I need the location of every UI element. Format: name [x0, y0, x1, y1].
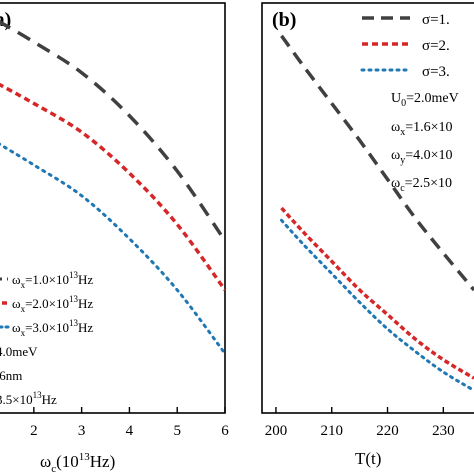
panel-b-legend: σ=1. σ=2. σ=3. [360, 12, 450, 80]
panel-b-x-label: T(t) [355, 449, 381, 468]
panel-a-frame [0, 2, 226, 414]
panel-a-label: (a) [0, 9, 11, 31]
panel-a-series-line-1 [0, 20, 227, 242]
legend-a-label-3: ωx=3.0×1013Hz [12, 318, 93, 338]
panel-a-x-tick-label-2: 3 [78, 423, 86, 439]
annotation-a-2: .6nm [0, 368, 22, 383]
panel-a-series-line-2 [0, 82, 227, 292]
panel-b-series-line-1 [280, 34, 474, 292]
panel-b-series [280, 34, 474, 392]
legend-b-label-2: σ=2. [422, 38, 450, 54]
panel-b-x-tick-label-1: 200 [265, 423, 288, 439]
panel-b-x-tick-label-3: 220 [376, 423, 399, 439]
panel-a: (a) 2 3 4 5 6 ωx=1.0×1013Hz ωx=2.0×1013Hz ωx… [0, 2, 229, 474]
panel-b-series-line-2 [280, 206, 474, 380]
legend-a-label-1: ωx=1.0×1013Hz [12, 270, 93, 290]
legend-b-entry-3: σ=3. [360, 64, 450, 80]
annotation-a-1: 4.0meV [0, 344, 38, 359]
panel-a-series [0, 20, 227, 356]
panel-b-x-ticks: 200 210 220 230 [265, 407, 455, 439]
legend-a-entry-2: ωx=2.0×1013Hz [0, 294, 93, 314]
legend-b-entry-1: σ=1. [362, 12, 450, 28]
panel-b-frame [261, 2, 474, 414]
panel-a-x-tick-label-1: 2 [30, 423, 38, 439]
panel-a-x-ticks: 2 3 4 5 6 [30, 407, 229, 439]
legend-a-label-2: ωx=2.0×1013Hz [12, 294, 93, 314]
annotation-a-3: 3.5×1013Hz [0, 390, 57, 407]
panel-a-series-line-3 [0, 142, 227, 356]
legend-b-entry-2: σ=2. [362, 38, 450, 54]
annotation-b-3: ωy=4.0×10 [391, 148, 453, 166]
legend-b-label-3: σ=3. [422, 64, 450, 80]
panel-a-x-tick-label-3: 4 [126, 423, 134, 439]
panel-b-label: (b) [272, 9, 296, 31]
panel-b-x-tick-label-2: 210 [320, 423, 343, 439]
annotation-b-1: U0=2.0meV [391, 91, 459, 109]
legend-a-entry-3: ωx=3.0×1013Hz [0, 318, 93, 338]
legend-a-entry-1: ωx=1.0×1013Hz [0, 270, 93, 290]
legend-b-label-1: σ=1. [422, 12, 450, 28]
panel-b-series-line-3 [280, 218, 474, 392]
panel-a-legend: ωx=1.0×1013Hz ωx=2.0×1013Hz ωx=3.0×1013H… [0, 270, 93, 338]
panel-a-x-label: ωc(1013Hz) [40, 451, 115, 474]
panel-b: (b) 200 210 220 230 σ=1. σ=2. σ=3. U0=2.0me… [261, 2, 474, 468]
panel-a-x-tick-label-5: 6 [221, 423, 229, 439]
annotation-b-2: ωx=1.6×10 [391, 120, 453, 138]
panel-b-x-tick-label-4: 230 [432, 423, 455, 439]
panel-a-x-tick-label-4: 5 [173, 423, 181, 439]
annotation-b-4: ωc=2.5×10 [391, 176, 452, 194]
